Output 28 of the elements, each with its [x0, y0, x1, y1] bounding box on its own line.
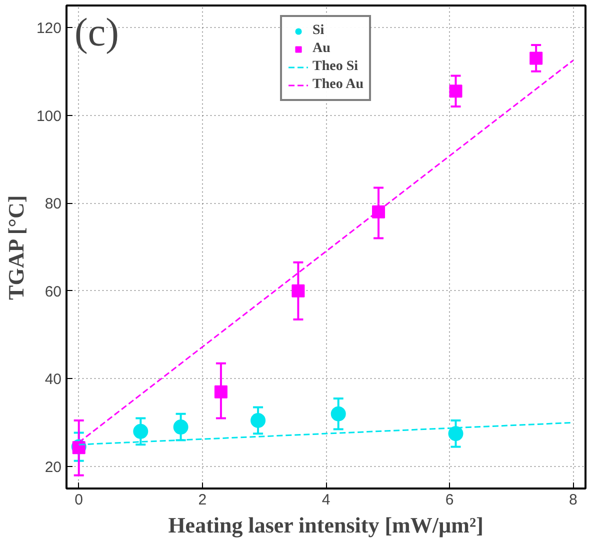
- x-axis-title: Heating laser intensity [mW/µm²]: [168, 512, 484, 538]
- x-tick-label: 0: [74, 492, 84, 508]
- point: [133, 424, 148, 439]
- point: [449, 84, 462, 98]
- x-tick-label: 2: [198, 492, 207, 508]
- y-tick-label: 120: [36, 20, 62, 37]
- x-tick-label: 6: [445, 492, 454, 508]
- annotation: (c): [74, 10, 119, 54]
- legend-label: Si: [312, 23, 326, 39]
- y-tick-label: 20: [44, 459, 62, 476]
- point: [448, 426, 464, 442]
- y-tick-label: 100: [36, 108, 62, 125]
- point: [330, 406, 346, 422]
- x-tick-label: 8: [568, 492, 578, 508]
- point: [214, 385, 228, 398]
- x-tick-label: 4: [322, 492, 330, 508]
- point: [173, 420, 188, 435]
- point: [292, 284, 305, 298]
- y-tick-label: 80: [44, 196, 62, 213]
- legend-label: Theo Au: [312, 77, 364, 93]
- y-tick-label: 40: [44, 371, 62, 388]
- y-axis-title: TGAP [°C]: [3, 195, 28, 300]
- point: [530, 52, 543, 65]
- point: [372, 205, 386, 218]
- legend-label: Theo Si: [312, 59, 358, 75]
- point: [250, 412, 266, 428]
- legend-label: Au: [312, 41, 332, 57]
- y-tick-label: 60: [44, 283, 62, 300]
